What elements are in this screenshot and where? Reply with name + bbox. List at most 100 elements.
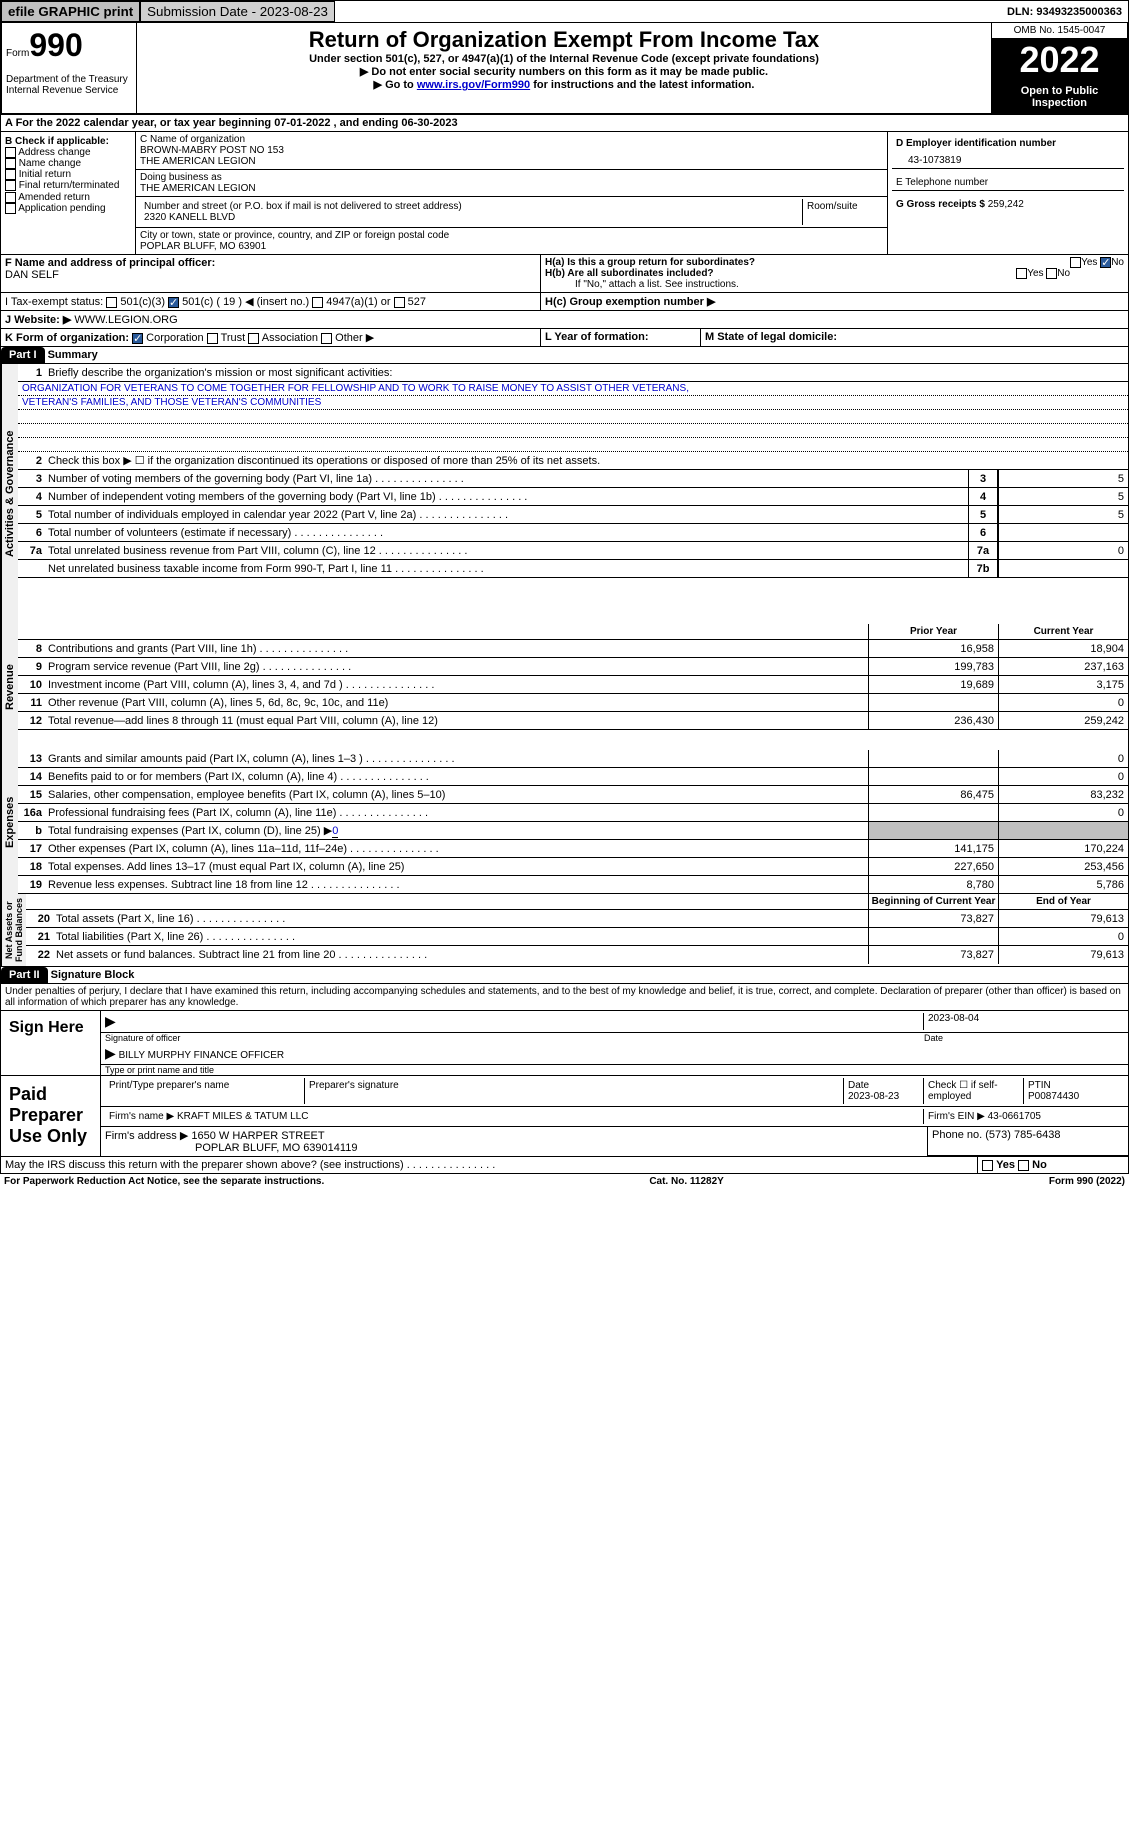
v5: 5 (998, 506, 1128, 523)
line3-label: Number of voting members of the governin… (48, 471, 968, 487)
mission-blank3 (18, 438, 1128, 452)
hb-yes-checkbox[interactable] (1016, 268, 1027, 279)
addr-change-checkbox[interactable] (5, 147, 16, 158)
p14 (868, 768, 998, 785)
line16b-label: Total fundraising expenses (Part IX, col… (48, 825, 332, 837)
line13-label: Grants and similar amounts paid (Part IX… (48, 751, 868, 767)
line10-label: Investment income (Part VIII, column (A)… (48, 677, 868, 693)
assoc-checkbox[interactable] (248, 333, 259, 344)
discuss-no-checkbox[interactable] (1018, 1160, 1029, 1171)
p22: 73,827 (868, 946, 998, 964)
initial-checkbox[interactable] (5, 169, 16, 180)
efile-button[interactable]: efile GRAPHIC print (1, 1, 140, 22)
c22: 79,613 (998, 946, 1128, 964)
c8: 18,904 (998, 640, 1128, 657)
final-checkbox[interactable] (5, 180, 16, 191)
c17: 170,224 (998, 840, 1128, 857)
p8: 16,958 (868, 640, 998, 657)
v6 (998, 524, 1128, 541)
name-label: Type or print name and title (101, 1065, 1128, 1075)
501c3-checkbox[interactable] (106, 297, 117, 308)
line14-label: Benefits paid to or for members (Part IX… (48, 769, 868, 785)
sign-date: 2023-08-04 (924, 1013, 1124, 1030)
form-header: Form990 Department of the Treasury Inter… (0, 23, 1129, 115)
c14: 0 (998, 768, 1128, 785)
ptin: P00874430 (1028, 1091, 1079, 1102)
4947-checkbox[interactable] (312, 297, 323, 308)
part2-header: Part II (1, 967, 48, 983)
part2-title: Signature Block (51, 969, 135, 981)
discuss-row: May the IRS discuss this return with the… (0, 1157, 1129, 1174)
prep-date: 2023-08-23 (848, 1091, 899, 1102)
begin-header: Beginning of Current Year (868, 894, 998, 909)
officer-name: BILLY MURPHY FINANCE OFFICER (119, 1050, 285, 1061)
line21-label: Total liabilities (Part X, line 26) (56, 929, 868, 945)
c-name-label: C Name of organization (140, 134, 883, 145)
e-label: E Telephone number (896, 177, 1120, 188)
website: WWW.LEGION.ORG (74, 314, 177, 326)
h-note: If "No," attach a list. See instructions… (545, 279, 1124, 290)
info-grid: B Check if applicable: Address change Na… (0, 132, 1129, 255)
assoc-label: Association (262, 332, 318, 344)
k-label: K Form of organization: (5, 332, 129, 344)
527-checkbox[interactable] (394, 297, 405, 308)
firm-ein-label: Firm's EIN ▶ (928, 1111, 985, 1122)
app-checkbox[interactable] (5, 203, 16, 214)
phone: (573) 785-6438 (985, 1129, 1060, 1141)
name-change-label: Name change (19, 158, 81, 169)
instr-2-post: for instructions and the latest informat… (530, 79, 754, 91)
ha-yes-checkbox[interactable] (1070, 257, 1081, 268)
line12-label: Total revenue—add lines 8 through 11 (mu… (48, 713, 868, 729)
final-label: Final return/terminated (19, 181, 120, 192)
form-number: 990 (29, 27, 82, 63)
gross-receipts: 259,242 (988, 199, 1024, 210)
amended-checkbox[interactable] (5, 192, 16, 203)
other-checkbox[interactable] (321, 333, 332, 344)
other-label: Other ▶ (335, 332, 374, 344)
form-title: Return of Organization Exempt From Incom… (141, 27, 987, 53)
g-label: G Gross receipts $ (896, 199, 985, 210)
dept-label: Department of the Treasury Internal Reve… (6, 74, 132, 96)
mission-blank1 (18, 410, 1128, 424)
501c-label: 501(c) ( 19 ) ◀ (insert no.) (182, 296, 309, 308)
mission-blank2 (18, 424, 1128, 438)
l-label: L Year of formation: (545, 331, 649, 343)
tax-year: 2022 (992, 39, 1127, 81)
prep-date-label: Date (848, 1080, 869, 1091)
line22-label: Net assets or fund balances. Subtract li… (56, 947, 868, 963)
yes-label: Yes (1081, 257, 1097, 268)
org-name-2: THE AMERICAN LEGION (140, 156, 883, 167)
p9: 199,783 (868, 658, 998, 675)
street-value: 2320 KANELL BLVD (144, 212, 798, 223)
prep-print-name: Print/Type preparer's name (105, 1078, 305, 1104)
discuss-yes-checkbox[interactable] (982, 1160, 993, 1171)
c20: 79,613 (998, 910, 1128, 927)
trust-checkbox[interactable] (207, 333, 218, 344)
501c3-label: 501(c)(3) (120, 296, 165, 308)
preparer-section: Paid Preparer Use Only Print/Type prepar… (0, 1076, 1129, 1157)
firm-addr2: POPLAR BLUFF, MO 639014119 (105, 1142, 357, 1154)
date-label: Date (924, 1033, 1124, 1043)
prior-year-header: Prior Year (868, 624, 998, 639)
v3: 5 (998, 470, 1128, 487)
corp-checkbox[interactable] (132, 333, 143, 344)
p16b (868, 822, 998, 839)
footer-left: For Paperwork Reduction Act Notice, see … (4, 1176, 324, 1187)
line8-label: Contributions and grants (Part VIII, lin… (48, 641, 868, 657)
d-label: D Employer identification number (896, 138, 1120, 149)
end-header: End of Year (998, 894, 1128, 909)
row-i: I Tax-exempt status: 501(c)(3) 501(c) ( … (0, 293, 1129, 311)
ha-no-checkbox[interactable] (1100, 257, 1111, 268)
firm-addr-label: Firm's address ▶ (105, 1130, 188, 1142)
firm-name-label: Firm's name ▶ (109, 1111, 174, 1122)
prep-check: Check ☐ if self-employed (924, 1078, 1024, 1104)
footer-right: Form 990 (2022) (1049, 1176, 1125, 1187)
501c-checkbox[interactable] (168, 297, 179, 308)
c10: 3,175 (998, 676, 1128, 693)
dba-value: THE AMERICAN LEGION (140, 183, 883, 194)
irs-link[interactable]: www.irs.gov/Form990 (417, 79, 530, 91)
section-a: A For the 2022 calendar year, or tax yea… (0, 115, 1129, 132)
name-change-checkbox[interactable] (5, 158, 16, 169)
hb-no-checkbox[interactable] (1046, 268, 1057, 279)
c15: 83,232 (998, 786, 1128, 803)
